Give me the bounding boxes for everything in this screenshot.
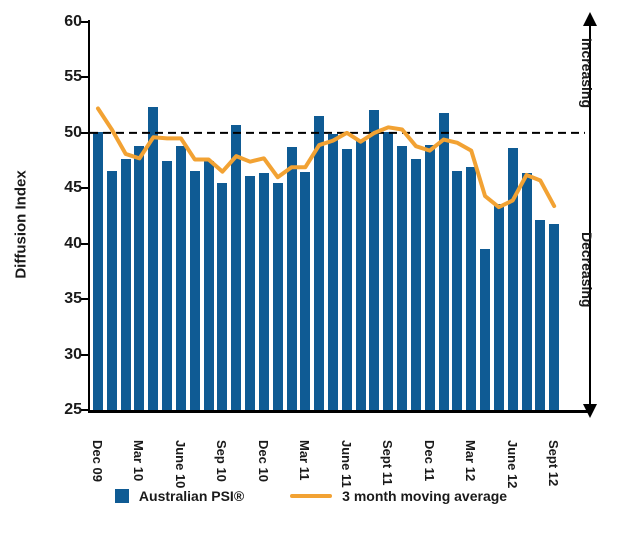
y-tick-mark <box>81 187 89 190</box>
psi-bar <box>314 116 325 410</box>
psi-bar <box>106 170 117 410</box>
y-tick-mark <box>81 131 89 134</box>
y-tick-mark <box>81 353 89 356</box>
psi-bar <box>549 223 560 410</box>
psi-bar <box>162 160 173 410</box>
psi-bar <box>134 146 145 410</box>
psi-bar <box>203 160 214 410</box>
legend-item-ma: 3 month moving average <box>290 488 507 504</box>
arrow-down-icon <box>583 404 597 418</box>
y-tick-mark <box>81 298 89 301</box>
psi-bar <box>217 182 228 410</box>
y-tick-label: 35 <box>64 290 82 308</box>
psi-bar <box>175 146 186 410</box>
y-tick-mark <box>81 242 89 245</box>
psi-bar <box>272 182 283 410</box>
x-axis-line <box>88 410 590 413</box>
moving-average-line <box>96 106 557 210</box>
psi-bar <box>189 170 200 410</box>
y-tick-label: 50 <box>64 123 82 141</box>
psi-bar <box>507 148 518 410</box>
psi-bar <box>424 145 435 410</box>
psi-bar <box>535 220 546 410</box>
decreasing-label: Decreasing <box>579 232 595 308</box>
psi-bar <box>148 107 159 410</box>
psi-bar <box>480 249 491 410</box>
psi-bar <box>328 133 338 410</box>
y-tick-label: 30 <box>64 345 82 363</box>
psi-bar <box>245 176 256 410</box>
y-tick-label: 60 <box>64 13 82 30</box>
y-tick-label: 25 <box>64 401 82 418</box>
y-tick-mark <box>81 76 89 79</box>
psi-bar <box>341 149 352 410</box>
y-tick-mark <box>81 21 89 23</box>
y-tick-label: 45 <box>64 179 82 197</box>
psi-bar <box>286 147 297 410</box>
psi-bar <box>466 167 477 410</box>
psi-bar <box>521 172 532 410</box>
legend: Australian PSI® 3 month moving average <box>0 488 622 504</box>
psi-bar <box>93 131 103 410</box>
psi-bar <box>300 171 311 410</box>
legend-item-psi: Australian PSI® <box>114 488 245 504</box>
psi-legend-label: Australian PSI® <box>138 488 245 504</box>
psi-bar <box>438 112 449 410</box>
ma-legend-label: 3 month moving average <box>342 488 508 504</box>
psi-bar <box>355 140 366 410</box>
psi-bar <box>258 172 269 410</box>
psi-bar <box>231 125 242 410</box>
psi-bar <box>493 203 504 410</box>
psi-swatch-icon <box>114 489 129 503</box>
psi-bar <box>397 146 408 410</box>
psi-bar <box>369 109 380 410</box>
y-tick-label: 55 <box>64 68 82 86</box>
psi-bar <box>120 159 131 410</box>
ma-line-icon <box>290 494 333 498</box>
psi-bar <box>452 170 463 410</box>
psi-bar <box>410 159 421 410</box>
increasing-label: Increasing <box>579 38 595 109</box>
y-axis-line <box>88 20 90 412</box>
arrow-up-icon <box>583 12 597 26</box>
psi-bar <box>383 131 394 410</box>
y-tick-mark <box>81 409 89 411</box>
y-tick-label: 40 <box>64 234 82 252</box>
